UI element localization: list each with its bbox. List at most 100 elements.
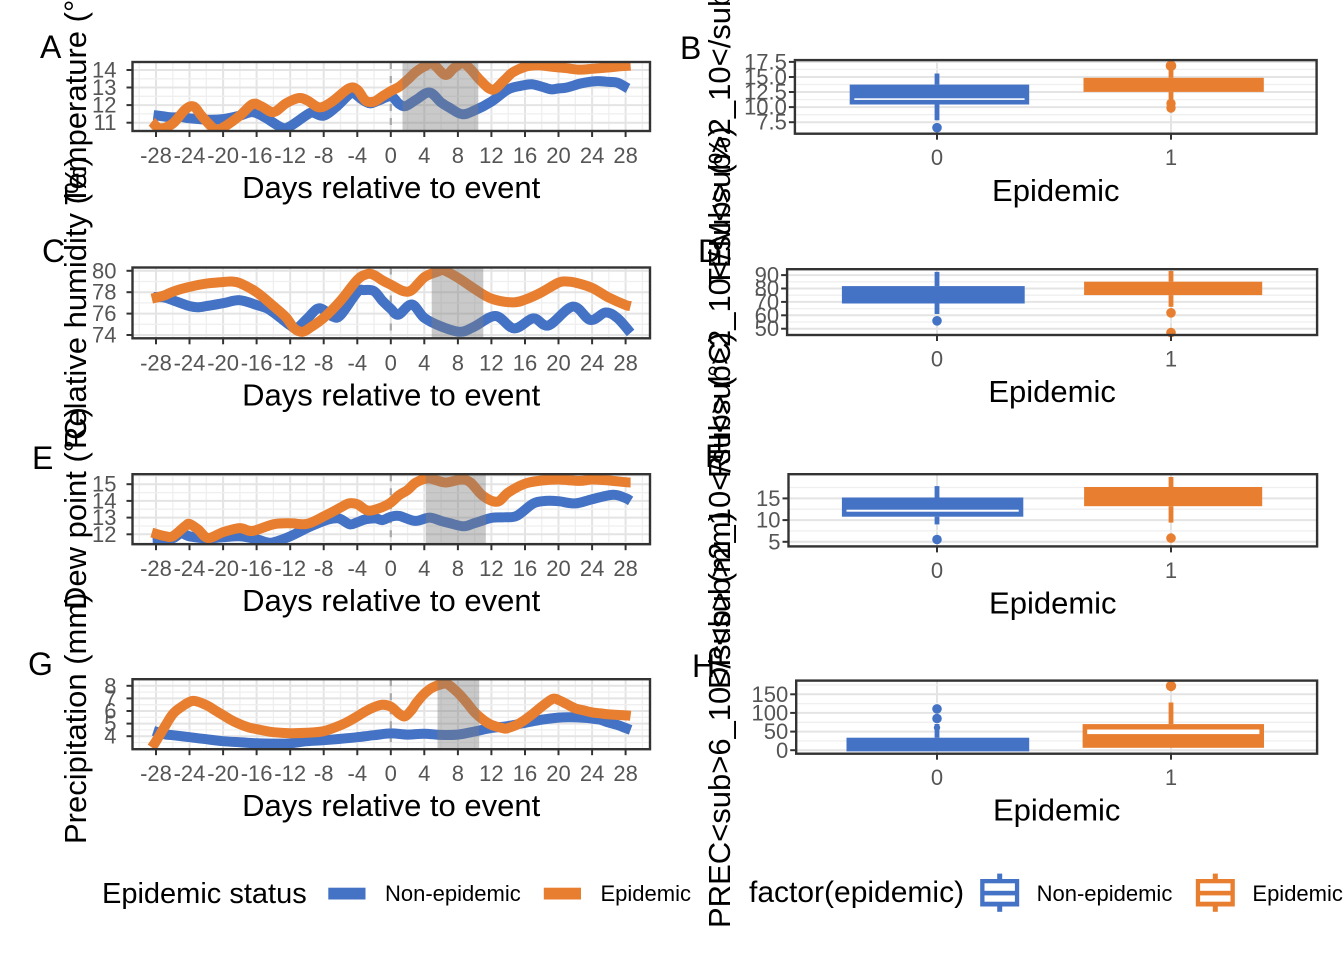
svg-text:14: 14 <box>92 58 116 83</box>
svg-text:0: 0 <box>385 761 397 786</box>
svg-text:24: 24 <box>580 143 604 168</box>
svg-text:1: 1 <box>1165 558 1177 583</box>
svg-text:8: 8 <box>452 143 464 168</box>
svg-text:8: 8 <box>452 556 464 581</box>
svg-text:0: 0 <box>931 347 943 372</box>
svg-text:12: 12 <box>92 522 116 547</box>
svg-text:13: 13 <box>92 505 116 530</box>
svg-text:12.5: 12.5 <box>744 80 787 105</box>
svg-text:15: 15 <box>92 472 116 497</box>
svg-text:8: 8 <box>104 673 116 698</box>
svg-text:-8: -8 <box>314 761 334 786</box>
svg-text:80: 80 <box>92 258 116 283</box>
svg-text:-20: -20 <box>207 143 239 168</box>
svg-text:4: 4 <box>418 143 430 168</box>
svg-text:50: 50 <box>764 719 788 744</box>
svg-text:10.0: 10.0 <box>744 95 787 120</box>
svg-text:-16: -16 <box>241 761 273 786</box>
svg-text:Epidemic: Epidemic <box>1252 881 1342 906</box>
svg-text:12: 12 <box>479 350 503 375</box>
svg-text:74: 74 <box>92 323 116 348</box>
svg-text:F: F <box>705 438 725 474</box>
svg-text:-28: -28 <box>140 556 172 581</box>
svg-text:Precipitation (mm): Precipitation (mm) <box>58 593 93 845</box>
svg-text:-20: -20 <box>207 350 239 375</box>
svg-text:1: 1 <box>1165 765 1177 790</box>
svg-text:Epidemic: Epidemic <box>989 585 1117 620</box>
svg-text:Non-epidemic: Non-epidemic <box>1037 881 1173 906</box>
svg-text:50: 50 <box>755 316 779 341</box>
svg-text:11: 11 <box>94 110 117 135</box>
svg-text:Dew point (°C): Dew point (°C) <box>58 407 93 609</box>
svg-text:-28: -28 <box>140 761 172 786</box>
svg-text:-28: -28 <box>140 350 172 375</box>
svg-text:Relative humidity (%): Relative humidity (%) <box>58 156 93 449</box>
svg-text:5: 5 <box>104 711 116 736</box>
svg-text:-20: -20 <box>207 761 239 786</box>
svg-text:150: 150 <box>751 682 788 707</box>
svg-text:Temperature (°C): Temperature (°C) <box>58 0 93 205</box>
svg-text:PREC<sub>6_10</sub> (mm): PREC<sub>6_10</sub> (mm) <box>702 511 737 928</box>
svg-text:4: 4 <box>418 556 430 581</box>
svg-text:-4: -4 <box>348 556 368 581</box>
svg-text:Epidemic status: Epidemic status <box>102 878 307 910</box>
svg-text:16: 16 <box>513 556 537 581</box>
svg-text:-24: -24 <box>174 556 206 581</box>
svg-text:20: 20 <box>546 350 570 375</box>
svg-text:28: 28 <box>613 556 637 581</box>
svg-text:78: 78 <box>92 280 116 305</box>
svg-text:TEM<sub>2_10</sub> (°C): TEM<sub>2_10</sub> (°C) <box>702 0 737 287</box>
svg-text:16: 16 <box>513 143 537 168</box>
svg-text:13: 13 <box>92 75 116 100</box>
svg-text:-24: -24 <box>174 143 206 168</box>
svg-text:12: 12 <box>479 143 503 168</box>
svg-text:16: 16 <box>513 350 537 375</box>
svg-text:C: C <box>42 233 65 269</box>
svg-text:0: 0 <box>385 143 397 168</box>
svg-text:70: 70 <box>755 289 779 314</box>
svg-text:Epidemic: Epidemic <box>988 374 1116 409</box>
svg-text:1: 1 <box>1165 145 1177 170</box>
svg-text:Days relative to event: Days relative to event <box>242 788 540 823</box>
svg-text:-8: -8 <box>314 143 334 168</box>
svg-text:17.5: 17.5 <box>744 49 787 74</box>
svg-text:-4: -4 <box>348 761 368 786</box>
svg-text:12: 12 <box>479 761 503 786</box>
svg-text:0: 0 <box>931 765 943 790</box>
svg-text:8: 8 <box>452 761 464 786</box>
svg-text:20: 20 <box>546 143 570 168</box>
svg-text:28: 28 <box>613 143 637 168</box>
svg-text:16: 16 <box>513 761 537 786</box>
svg-text:-24: -24 <box>174 761 206 786</box>
svg-text:-12: -12 <box>274 761 306 786</box>
svg-text:15.0: 15.0 <box>744 65 787 90</box>
svg-text:-16: -16 <box>241 350 273 375</box>
svg-text:24: 24 <box>580 350 604 375</box>
svg-text:80: 80 <box>755 276 779 301</box>
svg-text:28: 28 <box>613 350 637 375</box>
svg-text:7: 7 <box>104 686 116 711</box>
svg-text:factor(epidemic): factor(epidemic) <box>749 876 964 909</box>
svg-text:0: 0 <box>931 558 943 583</box>
svg-text:12: 12 <box>479 556 503 581</box>
svg-text:DP<sub>2_10</sub> (°C): DP<sub>2_10</sub> (°C) <box>702 332 737 689</box>
svg-text:Epidemic: Epidemic <box>992 173 1120 208</box>
svg-text:4: 4 <box>104 724 116 749</box>
svg-text:5: 5 <box>768 529 780 554</box>
svg-text:90: 90 <box>755 263 779 288</box>
svg-text:100: 100 <box>751 700 788 725</box>
svg-text:0: 0 <box>385 556 397 581</box>
svg-text:Days relative to event: Days relative to event <box>242 583 540 618</box>
svg-text:Non-epidemic: Non-epidemic <box>385 881 521 906</box>
svg-text:A: A <box>40 29 62 65</box>
svg-text:4: 4 <box>418 761 430 786</box>
svg-text:15: 15 <box>756 486 780 511</box>
svg-text:Epidemic: Epidemic <box>993 793 1121 828</box>
svg-text:0: 0 <box>385 350 397 375</box>
svg-text:-24: -24 <box>174 350 206 375</box>
svg-text:-12: -12 <box>274 143 306 168</box>
svg-text:4: 4 <box>418 350 430 375</box>
svg-text:-28: -28 <box>140 143 172 168</box>
svg-text:60: 60 <box>755 303 779 328</box>
svg-text:28: 28 <box>613 761 637 786</box>
